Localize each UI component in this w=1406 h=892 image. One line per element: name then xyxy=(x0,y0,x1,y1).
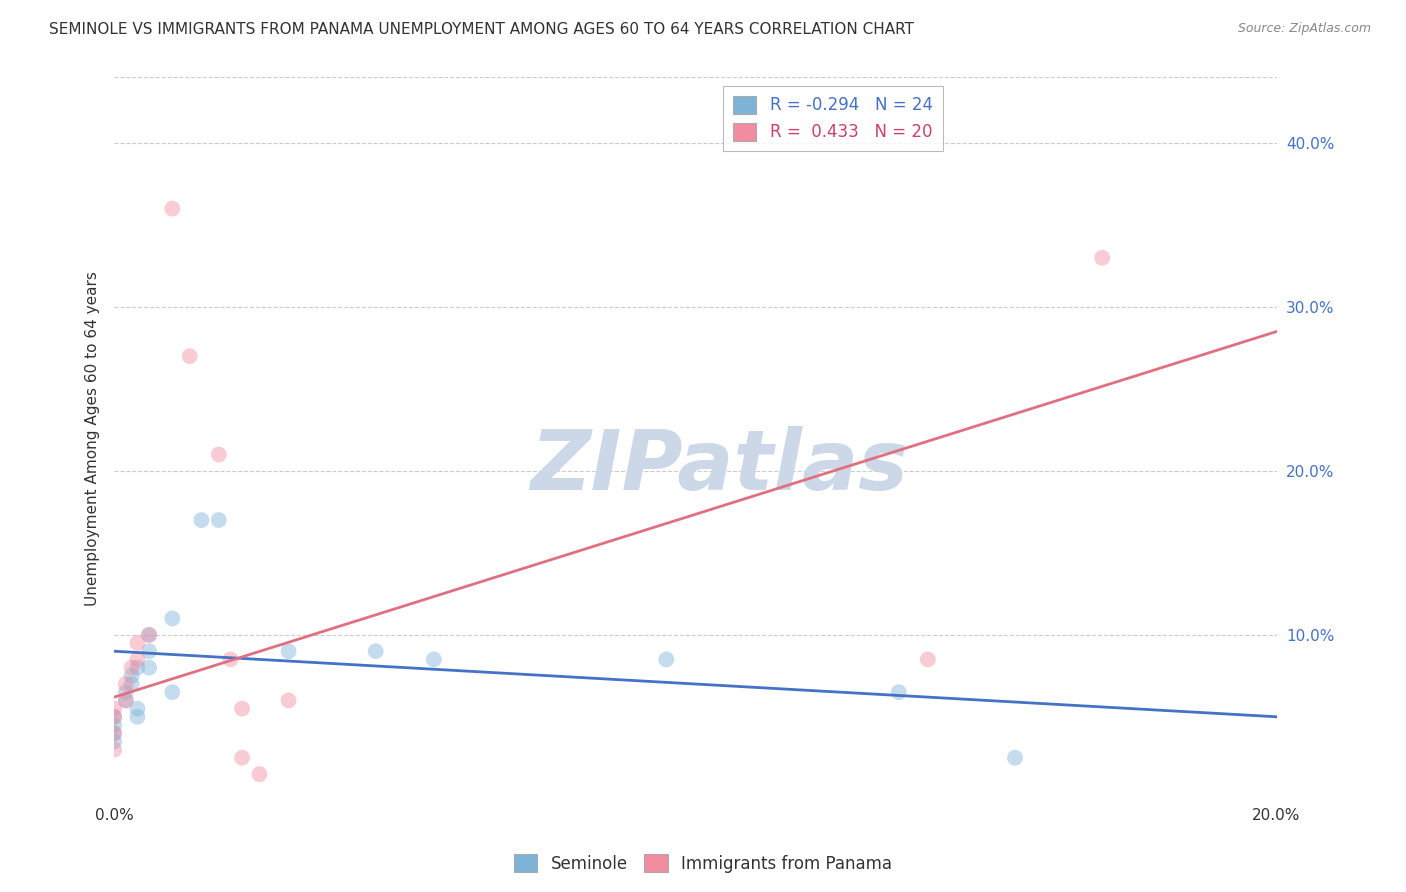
Text: SEMINOLE VS IMMIGRANTS FROM PANAMA UNEMPLOYMENT AMONG AGES 60 TO 64 YEARS CORREL: SEMINOLE VS IMMIGRANTS FROM PANAMA UNEMP… xyxy=(49,22,914,37)
Point xyxy=(423,652,446,666)
Point xyxy=(655,652,678,666)
Point xyxy=(277,644,299,658)
Point xyxy=(121,660,143,674)
Point xyxy=(917,652,939,666)
Point xyxy=(887,685,910,699)
Point xyxy=(190,513,212,527)
Point xyxy=(219,652,242,666)
Point xyxy=(138,628,160,642)
Point xyxy=(114,693,136,707)
Point xyxy=(114,693,136,707)
Text: ZIPatlas: ZIPatlas xyxy=(530,426,907,508)
Point xyxy=(103,701,125,715)
Point xyxy=(127,636,149,650)
Point xyxy=(114,685,136,699)
Point xyxy=(127,710,149,724)
Y-axis label: Unemployment Among Ages 60 to 64 years: Unemployment Among Ages 60 to 64 years xyxy=(86,270,100,606)
Point xyxy=(127,660,149,674)
Point xyxy=(138,628,160,642)
Point xyxy=(121,669,143,683)
Point xyxy=(162,685,184,699)
Point xyxy=(162,611,184,625)
Point xyxy=(138,660,160,674)
Point xyxy=(231,701,253,715)
Legend: Seminole, Immigrants from Panama: Seminole, Immigrants from Panama xyxy=(508,847,898,880)
Point xyxy=(277,693,299,707)
Point xyxy=(179,349,201,363)
Point xyxy=(103,710,125,724)
Point xyxy=(138,644,160,658)
Text: Source: ZipAtlas.com: Source: ZipAtlas.com xyxy=(1237,22,1371,36)
Point xyxy=(121,677,143,691)
Point xyxy=(103,742,125,756)
Point xyxy=(103,726,125,740)
Point xyxy=(114,677,136,691)
Point xyxy=(208,448,231,462)
Point xyxy=(103,718,125,732)
Point xyxy=(231,751,253,765)
Point xyxy=(364,644,387,658)
Legend: R = -0.294   N = 24, R =  0.433   N = 20: R = -0.294 N = 24, R = 0.433 N = 20 xyxy=(723,86,943,152)
Point xyxy=(162,202,184,216)
Point xyxy=(103,710,125,724)
Point xyxy=(103,734,125,748)
Point xyxy=(208,513,231,527)
Point xyxy=(1091,251,1114,265)
Point xyxy=(127,652,149,666)
Point xyxy=(1004,751,1026,765)
Point xyxy=(127,701,149,715)
Point xyxy=(103,726,125,740)
Point xyxy=(249,767,271,781)
